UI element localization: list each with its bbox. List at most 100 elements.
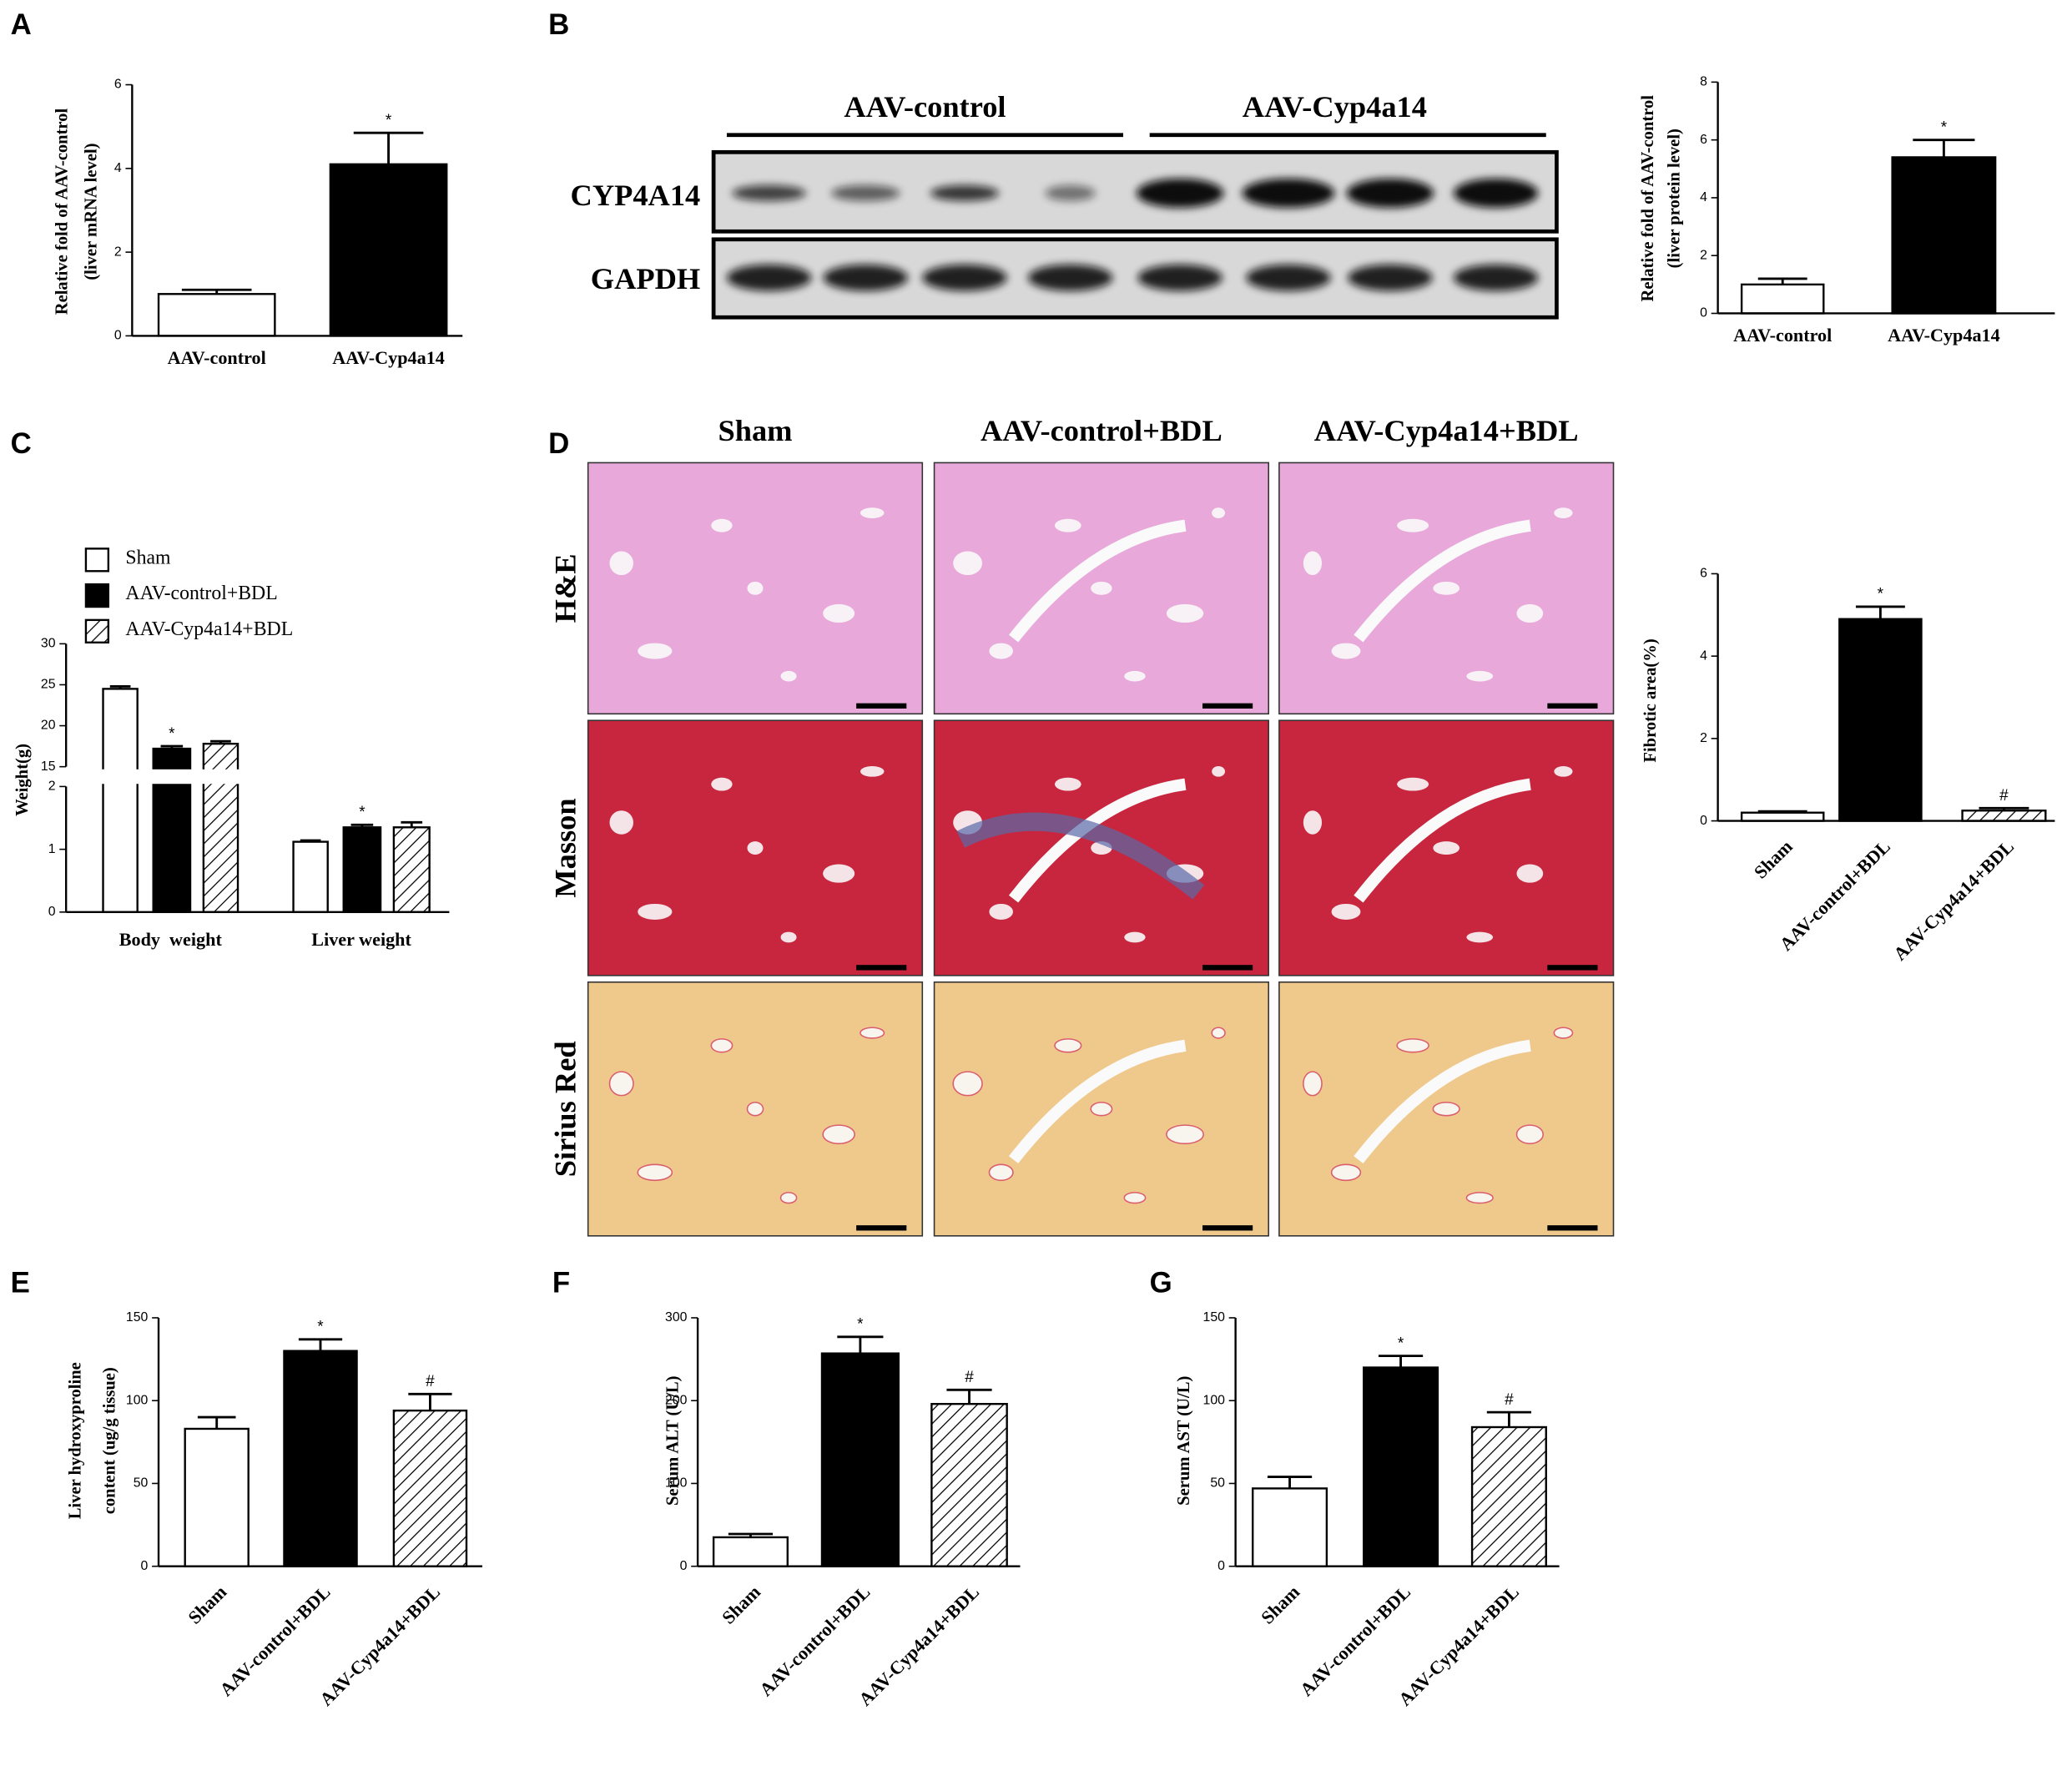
y-axis-label: content (ug/g tissue): [101, 1367, 119, 1514]
scale-bar: [856, 965, 907, 971]
x-tick-label: AAV-control+BDL: [755, 1582, 874, 1700]
significance-marker: #: [965, 1369, 974, 1386]
bar: [329, 163, 448, 337]
band: [831, 184, 900, 201]
bar: [392, 1409, 468, 1567]
bands: [726, 178, 1539, 291]
row-label: GAPDH: [591, 262, 700, 295]
vessel: [747, 581, 764, 595]
error-bar: [946, 1388, 992, 1405]
vessel: [1212, 507, 1226, 518]
band: [922, 264, 1007, 291]
vessel: [1331, 643, 1361, 659]
error-bar: [1267, 1476, 1313, 1489]
legend-label: AAV-control+BDL: [125, 583, 277, 604]
bar: [1740, 811, 1825, 822]
vessel: [1330, 1163, 1362, 1182]
y-tick-label: 0: [680, 1559, 688, 1573]
row-label: Sirius Red: [548, 1041, 582, 1177]
error-bar: [210, 739, 231, 744]
bar: [392, 826, 431, 914]
y-tick-label: 6: [1700, 567, 1707, 581]
vessel: [822, 1124, 855, 1145]
vessel: [1054, 518, 1081, 532]
y-tick-label: 1: [48, 842, 56, 856]
y-tick-label: 6: [1700, 133, 1707, 147]
vessel: [638, 903, 673, 920]
error-bar: [1855, 605, 1905, 619]
x-tick-label: AAV-control: [168, 347, 266, 368]
scale-bar: [856, 703, 907, 709]
x-tick-label: Body weight: [119, 929, 223, 950]
vessel: [1090, 1102, 1113, 1117]
y-axis-label: Serum AST (U/L): [1175, 1376, 1193, 1506]
x-tick-label: AAV-control+BDL: [1296, 1582, 1414, 1700]
band: [930, 184, 1000, 201]
error-bar: [1757, 277, 1807, 285]
vessel: [710, 1038, 734, 1053]
scale-bar: [1547, 703, 1598, 709]
error-bar: [350, 823, 374, 828]
y-tick-label: 100: [665, 1476, 688, 1491]
vessel: [860, 766, 885, 777]
band: [1136, 178, 1224, 208]
bar: [1252, 1487, 1328, 1567]
y-tick-label: 0: [114, 329, 122, 343]
vessel: [1432, 1102, 1460, 1117]
y-tick-label: 2: [48, 780, 56, 794]
y-tick-label: 150: [1203, 1310, 1226, 1324]
y-tick-label: 30: [41, 637, 56, 651]
bar: [184, 1427, 250, 1567]
vessel: [1554, 766, 1573, 777]
x-tick-label: Liver weight: [311, 929, 411, 950]
bar: [1891, 156, 1997, 315]
bar: [157, 293, 276, 337]
y-tick-label: 15: [41, 759, 56, 774]
bar: [712, 1536, 789, 1567]
histology: Sham AAV-control+BDL AAV-Cyp4a14+BDL H&E Mas…: [548, 414, 1615, 1237]
error-bar: [1486, 1410, 1532, 1427]
bar: [342, 826, 382, 914]
significance-marker: #: [426, 1373, 435, 1390]
vessel: [1054, 777, 1081, 791]
x-tick-label: AAV-Cyp4a14+BDL: [1394, 1582, 1523, 1710]
y-tick-label: 0: [1217, 1559, 1225, 1573]
panel-letter: F: [552, 1267, 570, 1299]
axis-break: [58, 769, 450, 785]
y-axis-label: Fibrotic area(%): [1641, 638, 1660, 762]
error-bar: [728, 1532, 774, 1537]
vessel: [1465, 1192, 1494, 1204]
y-tick-label: 50: [134, 1476, 149, 1491]
row-label: CYP4A14: [571, 179, 701, 212]
significance-marker: *: [317, 1319, 324, 1336]
vessel: [1554, 507, 1573, 518]
x-tick-label: Sham: [1750, 835, 1797, 882]
vessel: [1433, 581, 1460, 595]
vessel: [609, 810, 633, 835]
y-axis-label: Weight(g): [13, 744, 32, 816]
y-tick-label: 20: [41, 719, 56, 733]
vessel: [1397, 518, 1429, 532]
vessel: [1466, 931, 1494, 943]
y-tick-label: 0: [48, 905, 56, 919]
vessel: [1396, 1038, 1429, 1053]
scale-bar: [1202, 703, 1253, 709]
vessel: [1124, 931, 1146, 943]
vessel: [1397, 777, 1429, 791]
vessel: [1466, 670, 1494, 682]
vessel: [1008, 778, 1187, 903]
vessel: [952, 1071, 983, 1097]
band: [823, 264, 908, 291]
vessel: [1091, 581, 1112, 595]
vessel: [637, 1163, 673, 1182]
panel-letter: E: [11, 1267, 30, 1299]
vessel: [1303, 810, 1323, 835]
error-bar: [109, 685, 131, 689]
vessel: [1124, 670, 1146, 682]
y-tick-label: 6: [114, 78, 122, 92]
vessel: [1515, 1124, 1544, 1145]
bar: [202, 742, 239, 914]
y-tick-label: 4: [1700, 648, 1707, 663]
vessel: [711, 518, 733, 532]
